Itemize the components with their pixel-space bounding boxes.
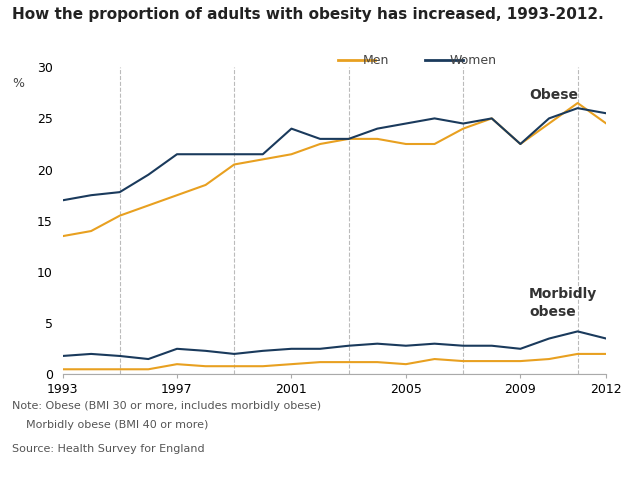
Text: Morbidly
obese: Morbidly obese bbox=[529, 288, 598, 319]
Text: Obese: Obese bbox=[529, 88, 578, 102]
Text: Source: Health Survey for England: Source: Health Survey for England bbox=[12, 444, 205, 454]
Text: Note: Obese (BMI 30 or more, includes morbidly obese): Note: Obese (BMI 30 or more, includes mo… bbox=[12, 401, 322, 411]
Text: Women: Women bbox=[450, 53, 497, 67]
Text: How the proportion of adults with obesity has increased, 1993-2012.: How the proportion of adults with obesit… bbox=[12, 7, 604, 22]
Text: Men: Men bbox=[362, 53, 389, 67]
Text: %: % bbox=[12, 77, 24, 90]
Text: Morbidly obese (BMI 40 or more): Morbidly obese (BMI 40 or more) bbox=[12, 420, 209, 430]
